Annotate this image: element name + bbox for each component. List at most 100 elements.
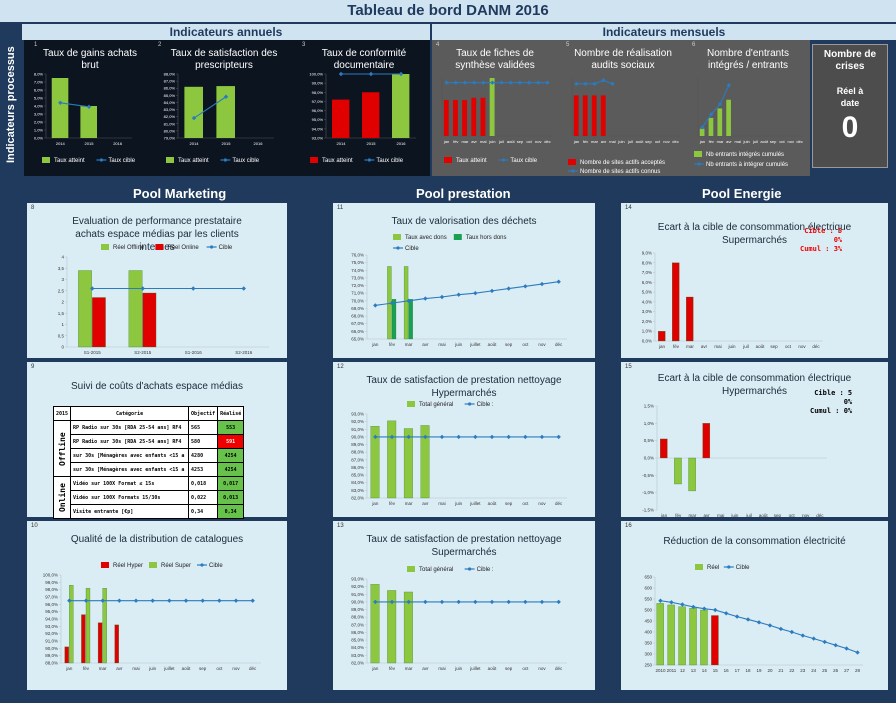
bar [702, 423, 711, 459]
series-point [811, 636, 816, 641]
legend-item: Taux cible [220, 158, 260, 164]
y-tick-label: 2,0% [34, 120, 44, 125]
x-tick-label: S1-2016 [185, 350, 203, 355]
legend-item: Cible [206, 245, 233, 251]
legend-item: Taux hors dons [453, 234, 507, 241]
legend-label: Taux hors dons [466, 235, 507, 241]
y-tick-label: 97,0% [312, 99, 324, 104]
mini-chart-svg: jan fév mar avr mai juin juil août sep oct nov déc T… [441, 78, 552, 164]
series-point [183, 598, 189, 603]
legend-swatch [42, 157, 50, 163]
bar [51, 78, 69, 138]
y-tick-label: 95,0% [45, 609, 58, 614]
kpi-card-8: 8 Evaluation de performance prestataire a… [27, 203, 287, 358]
series-point [338, 71, 344, 77]
cost-category: Vidéo sur 100X Formats 15/30s [70, 490, 190, 505]
mini-chart-title: Taux de satisfaction des prescripteurs [170, 48, 278, 71]
x-tick-label: 26 [833, 668, 839, 673]
legend-marker [200, 563, 204, 567]
x-tick-label: fév [453, 139, 458, 144]
card-title: Ecart à la cible de consommation électri… [657, 373, 852, 397]
legend-label: Réel Online [167, 245, 199, 251]
series-point [822, 639, 827, 645]
legend-item: Taux atteint [166, 157, 209, 164]
kpi-card-16: 16 Réduction de la consommation électrici… [621, 521, 888, 690]
legend-label: Réel Offline [113, 245, 145, 251]
mini-chart-title: Taux de fiches de synthèse validées [455, 48, 535, 71]
bar [667, 604, 675, 666]
x-tick-label: juil [498, 139, 504, 144]
bar [69, 585, 74, 664]
legend-item: Cible [723, 565, 750, 571]
x-tick-label: mar [461, 139, 469, 144]
legend-marker [210, 245, 214, 249]
legend-item: Nb entrants intégrés cumulés [694, 151, 784, 158]
crises-box: Nombre de crises Réel à date 0 [812, 44, 888, 168]
y-tick-label: 350 [644, 641, 652, 646]
x-tick-label: oct [522, 501, 529, 506]
bar [403, 266, 409, 340]
card-chart-svg: 250 300 350 400 450 500 550 600 650 2010 2011 12 13 1… [644, 564, 863, 673]
x-tick-label: juin [454, 501, 463, 506]
col-year: 2015 [52, 406, 72, 421]
series-point [389, 434, 395, 440]
y-tick-label: 84,0% [351, 480, 364, 485]
pool-prestation: Pool prestation [416, 186, 511, 201]
card-title: Suivi de coûts d'achats espace médias [70, 381, 243, 392]
y-tick-label: 89,0% [45, 653, 58, 658]
bar [114, 624, 119, 664]
bar [582, 95, 588, 136]
x-tick-label: mar [405, 501, 413, 506]
series-point [150, 598, 155, 603]
y-tick-label: 85,0% [351, 638, 364, 643]
legend-marker [727, 565, 731, 569]
y-tick-label: 0,5 [58, 333, 65, 338]
legend-item: Taux atteint [310, 157, 353, 164]
chart-number: 2 [158, 42, 162, 48]
table-row: Visite entrante [€p] 0,34 0,34 [54, 504, 245, 519]
cost-category: Visite entrante [€p] [70, 504, 190, 519]
series-point [539, 434, 545, 440]
x-tick-label: déc [812, 344, 820, 349]
series-point [601, 78, 606, 83]
y-tick-label: 81,0% [164, 121, 176, 126]
series-point [669, 600, 674, 605]
legend-label: Taux cible [108, 158, 135, 164]
card-number: 9 [31, 364, 35, 370]
legend-item: Total général [407, 401, 453, 408]
series-point [473, 290, 478, 296]
crises-sub: Réel à date [836, 86, 864, 108]
x-tick-label: oct [789, 513, 796, 517]
series-point [453, 80, 458, 85]
series-point [473, 599, 478, 605]
x-tick-label: juil [745, 513, 752, 517]
x-tick-label: mai [480, 139, 487, 144]
x-tick-label: 2016 [113, 141, 123, 146]
x-tick-label: oct [785, 344, 792, 349]
table-row: Vidéo sur 100X Formats 15/30s 0,022 0,01… [54, 490, 245, 505]
card-title: Taux de satisfaction de prestation netto… [366, 534, 562, 558]
cost-category: sur 30s [Ménagères avec enfants <15 a [70, 462, 190, 477]
group-offline: Offline [53, 420, 71, 477]
y-tick-label: 3,0% [642, 309, 652, 314]
y-tick-label: 1 [61, 322, 64, 327]
y-tick-label: -1,0% [642, 490, 654, 495]
bar [80, 106, 97, 138]
x-tick-label: jan [443, 139, 449, 144]
card-chart-svg: 0 0,5 1 1,5 2 2,5 3 3,5 4 S1-2015 S2-2015 S1-2016 S2… [58, 244, 269, 355]
x-tick-label: oct [655, 139, 661, 144]
x-tick-label: sep [505, 501, 513, 506]
series-point [217, 598, 222, 603]
table-row: Online Vidéo sur 100X Format ≤ 15s 0,018… [53, 476, 245, 519]
bar [387, 420, 397, 499]
kpi-card-14: 14 Ecart à la cible de consommation élect… [621, 203, 888, 358]
series-point [373, 303, 378, 308]
x-tick-label: mai [438, 342, 445, 347]
y-tick-label: 400 [644, 630, 652, 635]
card-chart-svg: 88,0% 89,0% 90,0% 91,0% 92,0% 93,0% 94,0% 95,0%… [43, 562, 261, 671]
x-tick-label: avr [422, 501, 429, 506]
legend-label: Cible [219, 245, 233, 251]
y-tick-label: 88,0% [45, 661, 58, 666]
y-tick-label: 6,0% [34, 88, 44, 93]
series-point [456, 434, 461, 440]
